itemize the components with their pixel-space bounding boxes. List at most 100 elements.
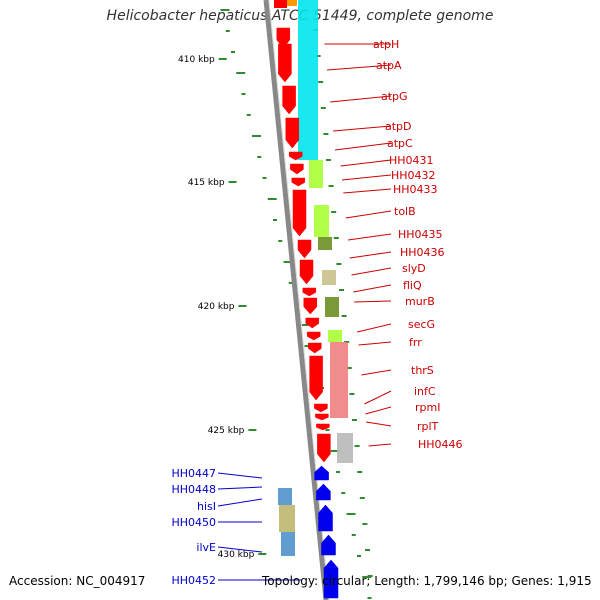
leader-line — [333, 125, 392, 132]
gene-track — [274, 0, 339, 599]
forward-gene-arrow[interactable] — [314, 403, 328, 413]
cog-category-track — [278, 0, 353, 556]
cog-block — [314, 205, 329, 237]
forward-gene-arrow[interactable] — [278, 43, 292, 83]
scale-label: 410 kbp — [178, 55, 215, 65]
reverse-gene-arrow[interactable] — [316, 483, 331, 501]
reverse-gene-label[interactable]: HH0447 — [171, 467, 216, 480]
leader-line — [343, 188, 392, 194]
forward-gene-label[interactable]: HH0432 — [391, 169, 436, 182]
forward-gene-label[interactable]: murB — [405, 295, 435, 308]
forward-gene-label[interactable]: fliQ — [403, 279, 422, 292]
forward-gene-arrow[interactable] — [302, 287, 317, 297]
leader-line — [357, 323, 392, 333]
forward-gene-label[interactable]: HH0431 — [389, 154, 434, 167]
cog-block — [278, 488, 292, 505]
leader-line — [217, 498, 263, 507]
leader-line — [368, 443, 392, 447]
cog-block — [287, 0, 297, 6]
reverse-gene-label[interactable]: HH0452 — [171, 574, 216, 587]
forward-gene-label[interactable]: HH0435 — [398, 228, 443, 241]
forward-gene-label[interactable]: infC — [414, 385, 436, 398]
leader-line — [365, 406, 392, 415]
forward-gene-arrow[interactable] — [291, 177, 306, 187]
cog-block — [337, 433, 353, 463]
leader-line — [361, 369, 392, 376]
gc-skew-track — [220, 9, 373, 599]
leader-line — [217, 546, 263, 553]
scale-label: 425 kbp — [208, 426, 245, 436]
cog-block — [322, 270, 336, 285]
forward-gene-arrow[interactable] — [297, 239, 312, 259]
leader-line — [353, 284, 392, 293]
forward-gene-arrow[interactable] — [305, 317, 320, 329]
leader-line — [351, 267, 392, 276]
leader-line — [341, 174, 392, 181]
cog-block — [328, 330, 342, 342]
forward-gene-arrow[interactable] — [290, 163, 304, 175]
forward-gene-arrow[interactable] — [282, 85, 296, 115]
forward-gene-arrow[interactable] — [306, 331, 321, 341]
reverse-gene-label[interactable]: ilvE — [196, 541, 216, 554]
forward-gene-arrow[interactable] — [292, 189, 307, 237]
reverse-gene-arrow[interactable] — [323, 559, 339, 599]
leader-line — [326, 64, 392, 71]
scale-label: 430 kbp — [218, 550, 255, 560]
accession-label: Accession: NC_004917 — [9, 574, 146, 588]
forward-gene-arrow[interactable] — [316, 423, 330, 431]
cog-block — [279, 505, 295, 532]
gene-label-layer: atpHatpAatpGatpDatpCHH0431HH0432HH0433to… — [171, 38, 462, 587]
leader-line — [366, 421, 392, 427]
forward-gene-arrow[interactable] — [274, 0, 287, 8]
leader-line — [358, 341, 392, 346]
reverse-gene-label[interactable]: HH0450 — [171, 516, 216, 529]
cog-block — [330, 342, 348, 418]
cog-block — [318, 237, 332, 250]
forward-gene-arrow[interactable] — [308, 342, 322, 354]
reverse-gene-label[interactable]: HH0448 — [171, 483, 216, 496]
scale-label: 415 kbp — [188, 178, 225, 188]
leader-line — [364, 390, 392, 405]
genome-backbone — [263, 0, 330, 600]
forward-gene-label[interactable]: rpmI — [415, 401, 440, 414]
forward-gene-arrow[interactable] — [299, 259, 314, 285]
forward-gene-label[interactable]: atpC — [387, 137, 413, 150]
forward-gene-arrow[interactable] — [303, 297, 318, 315]
leader-line — [349, 251, 392, 259]
forward-gene-arrow[interactable] — [317, 433, 331, 463]
forward-gene-label[interactable]: tolB — [394, 205, 416, 218]
genome-summary: Topology: circular; Length: 1,799,146 bp… — [262, 574, 592, 588]
leader-line — [217, 486, 263, 490]
forward-gene-label[interactable]: HH0446 — [418, 438, 463, 451]
forward-gene-arrow[interactable] — [285, 117, 300, 149]
forward-gene-label[interactable]: slyD — [402, 262, 426, 275]
forward-gene-arrow[interactable] — [288, 151, 303, 161]
forward-gene-arrow[interactable] — [315, 413, 329, 421]
reverse-gene-arrow[interactable] — [314, 465, 329, 481]
leader-line — [347, 233, 392, 241]
leader-line — [354, 300, 392, 303]
forward-gene-label[interactable]: thrS — [411, 364, 434, 377]
cog-block — [325, 297, 339, 317]
forward-gene-label[interactable]: atpD — [385, 120, 412, 133]
backbone-line — [263, 0, 329, 600]
leader-line — [330, 95, 392, 103]
forward-gene-label[interactable]: HH0433 — [393, 183, 438, 196]
leader-line — [334, 142, 392, 151]
scale-label: 420 kbp — [198, 302, 235, 312]
cog-block — [309, 160, 323, 188]
forward-gene-label[interactable]: HH0436 — [400, 246, 445, 259]
reverse-gene-arrow[interactable] — [318, 504, 333, 532]
forward-gene-label[interactable]: atpG — [381, 90, 408, 103]
leader-line — [217, 472, 263, 479]
forward-gene-label[interactable]: rplT — [417, 420, 439, 433]
leader-line — [340, 159, 392, 167]
forward-gene-label[interactable]: frr — [409, 336, 422, 349]
scale-label-layer: 410 kbp 415 kbp 420 kbp 425 kbp 430 kbp — [178, 55, 267, 560]
reverse-gene-arrow[interactable] — [321, 534, 336, 556]
reverse-gene-label[interactable]: hisI — [197, 500, 216, 513]
leader-line — [345, 210, 392, 219]
forward-gene-label[interactable]: secG — [408, 318, 435, 331]
forward-gene-arrow[interactable] — [309, 355, 323, 401]
